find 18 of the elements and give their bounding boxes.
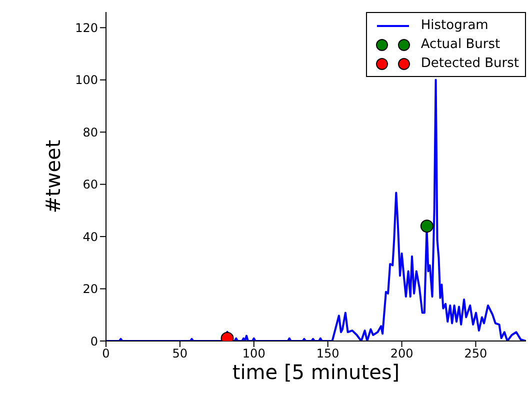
y-axis-title: #tweet [41, 140, 66, 214]
y-tick-label: 100 [75, 73, 98, 88]
x-tick-label: 100 [242, 346, 266, 361]
y-tick-label: 80 [82, 125, 98, 140]
x-tick-label: 250 [464, 346, 488, 361]
x-axis-title: time [5 minutes] [232, 360, 400, 384]
x-tick-label: 150 [316, 346, 340, 361]
legend-label: Actual Burst [420, 37, 500, 52]
x-tick-label: 200 [390, 346, 414, 361]
x-tick-label: 50 [172, 346, 188, 361]
y-tick-label: 40 [82, 230, 98, 244]
x-tick-label: 0 [102, 346, 110, 361]
y-tick-label: 60 [82, 178, 98, 192]
y-tick-label: 120 [75, 20, 98, 35]
legend-label: Histogram [420, 18, 488, 33]
legend-label: Detected Burst [420, 56, 519, 71]
y-tick-label: 20 [82, 282, 98, 296]
y-tick-label: 0 [90, 334, 98, 348]
